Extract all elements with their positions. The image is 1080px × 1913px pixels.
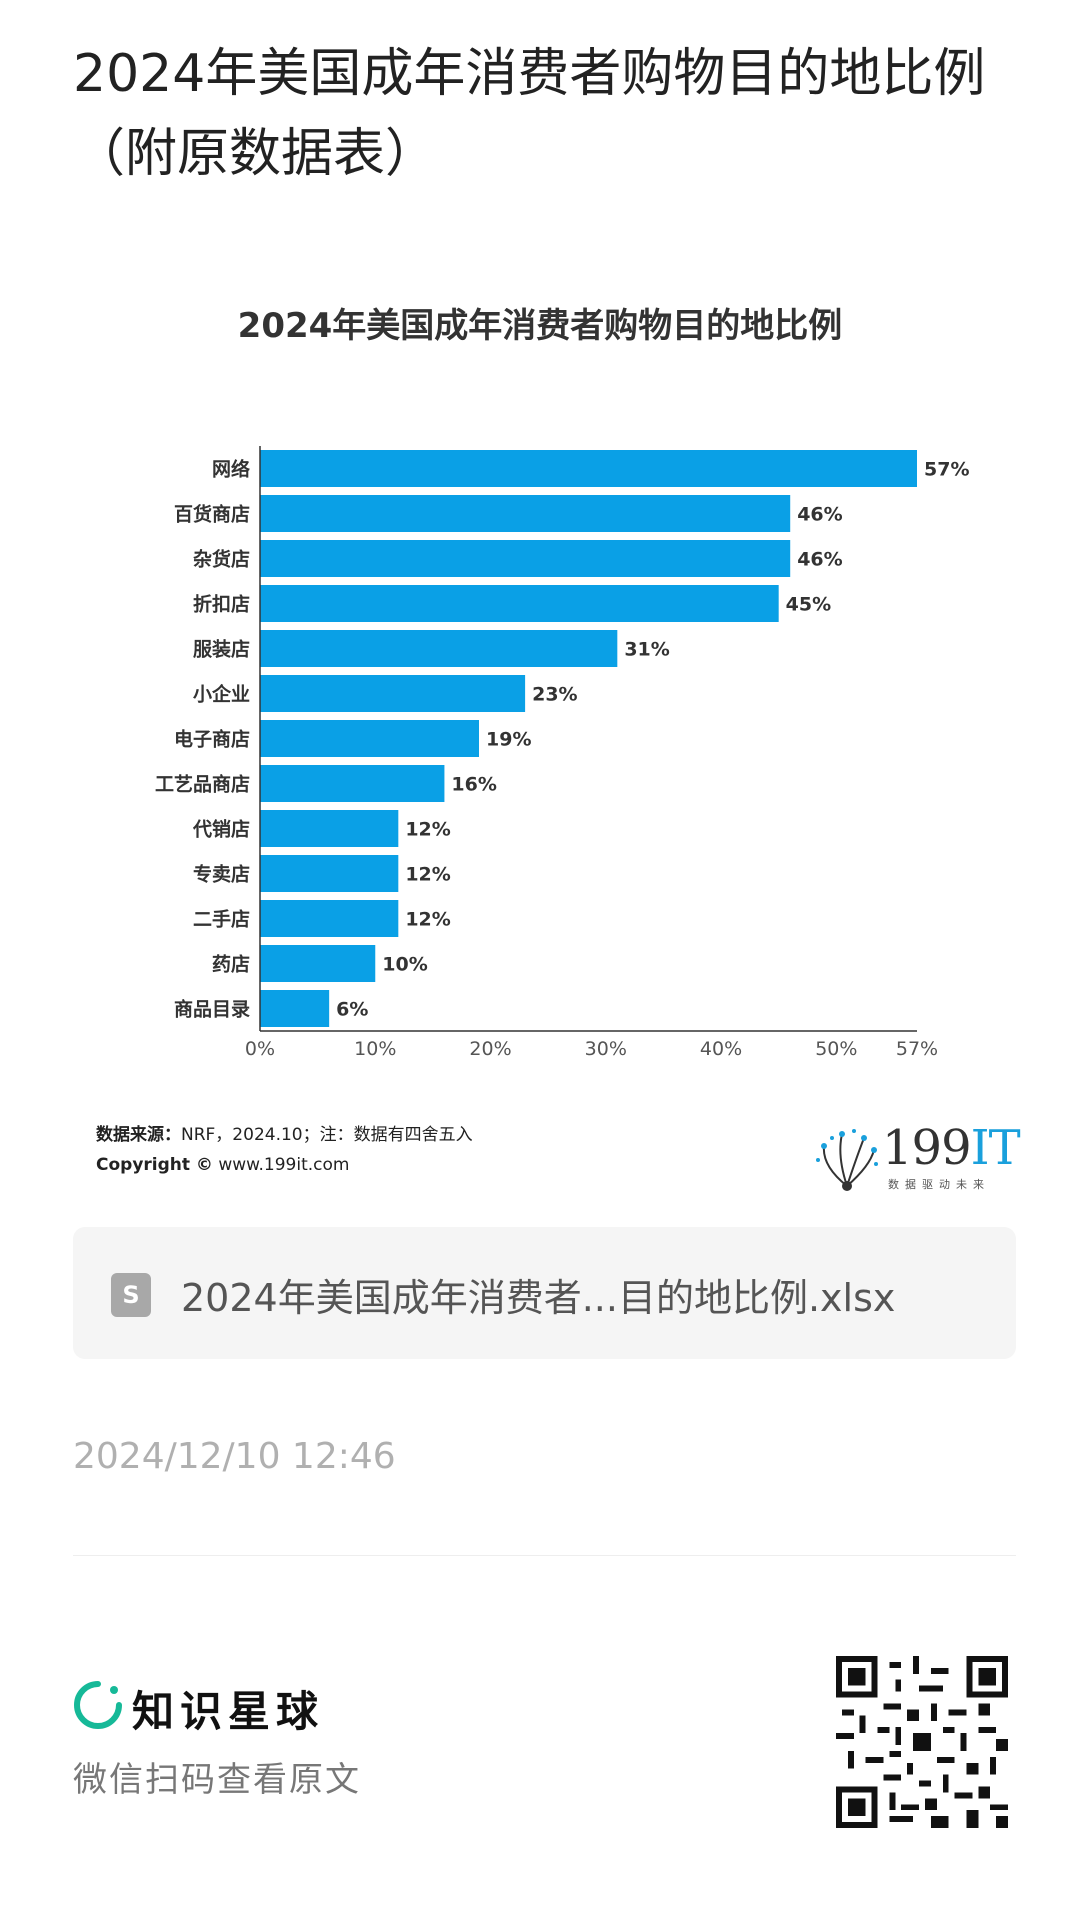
dots-logo-icon xyxy=(816,1129,878,1191)
divider xyxy=(73,1555,1016,1556)
zsxq-ring-icon xyxy=(74,1681,122,1729)
brand-number: 199IT xyxy=(882,1120,1021,1176)
data-label: 12% xyxy=(405,819,450,841)
bar xyxy=(260,945,376,982)
data-label: 46% xyxy=(797,504,842,526)
category-label: 百货商店 xyxy=(174,503,250,526)
attachment-card[interactable]: S 2024年美国成年消费者...目的地比例.xlsx xyxy=(73,1227,1016,1359)
category-label: 药店 xyxy=(212,953,250,976)
category-label: 工艺品商店 xyxy=(155,773,250,796)
copyright-label: Copyright © xyxy=(96,1155,213,1175)
bar xyxy=(260,540,791,577)
data-label: 10% xyxy=(382,954,427,976)
post-timestamp: 2024/12/10 12:46 xyxy=(73,1436,396,1477)
attachment-file-name[interactable]: 2024年美国成年消费者...目的地比例.xlsx xyxy=(181,1276,896,1320)
data-label: 16% xyxy=(451,774,496,796)
app-name: 知识星球 xyxy=(132,1687,325,1736)
bar xyxy=(260,495,791,532)
chart-title: 2024年美国成年消费者购物目的地比例 xyxy=(237,306,843,346)
copyright-url: www.199it.com xyxy=(218,1155,350,1175)
data-label: 19% xyxy=(486,729,531,751)
category-label: 小企业 xyxy=(193,683,250,706)
spreadsheet-file-icon: S xyxy=(111,1273,151,1317)
x-tick-label: 0% xyxy=(245,1038,275,1060)
bar xyxy=(260,720,479,757)
brand-logo: 199IT 数据驱动未来 xyxy=(812,1120,1021,1200)
data-label: 12% xyxy=(405,864,450,886)
source-text: NRF，2024.10；注：数据有四舍五入 xyxy=(181,1125,473,1145)
data-label: 45% xyxy=(786,594,831,616)
bar xyxy=(260,675,526,712)
bar-chart: 网络 57% 百货商店 46% 杂货店 46% 折扣店 45% 服装店 31% 小企业 23% 电子商店… xyxy=(155,446,969,1060)
source-label: 数据来源： xyxy=(96,1125,181,1145)
x-tick-label: 50% xyxy=(815,1038,857,1060)
x-tick-label: 20% xyxy=(469,1038,511,1060)
data-label: 46% xyxy=(797,549,842,571)
category-label: 杂货店 xyxy=(193,548,250,571)
chart-source: 数据来源：NRF，2024.10；注：数据有四舍五入 Copyright © w… xyxy=(96,1120,473,1180)
bar xyxy=(260,630,618,667)
category-label: 商品目录 xyxy=(174,998,250,1021)
data-label: 6% xyxy=(336,999,368,1021)
category-label: 专卖店 xyxy=(193,863,250,886)
data-label: 23% xyxy=(532,684,577,706)
brand-slogan: 数据驱动未来 xyxy=(888,1178,990,1191)
scan-hint: 微信扫码查看原文 xyxy=(73,1760,361,1800)
data-label: 31% xyxy=(624,639,669,661)
x-tick-label: 40% xyxy=(700,1038,742,1060)
bar xyxy=(260,810,399,847)
chart-container: 2024年美国成年消费者购物目的地比例 网络 57% 百货商店 46% 杂货店 46% 折扣… xyxy=(0,270,1080,1210)
bar xyxy=(260,900,399,937)
bar xyxy=(260,585,779,622)
data-label: 12% xyxy=(405,909,450,931)
bar xyxy=(260,450,917,487)
data-label: 57% xyxy=(924,459,969,481)
bar xyxy=(260,765,445,802)
bar xyxy=(260,855,399,892)
category-label: 折扣店 xyxy=(193,593,250,616)
category-label: 代销店 xyxy=(192,818,250,841)
x-tick-label: 30% xyxy=(585,1038,627,1060)
category-label: 电子商店 xyxy=(174,728,250,751)
category-label: 二手店 xyxy=(193,908,250,931)
category-label: 服装店 xyxy=(193,638,250,661)
qr-code-icon[interactable] xyxy=(836,1656,1008,1828)
x-tick-label: 57% xyxy=(896,1038,938,1060)
post-title: 2024年美国成年消费者购物目的地比例（附原数据表） xyxy=(73,44,986,184)
category-label: 网络 xyxy=(212,458,250,481)
x-tick-label: 10% xyxy=(354,1038,396,1060)
bar xyxy=(260,990,330,1027)
